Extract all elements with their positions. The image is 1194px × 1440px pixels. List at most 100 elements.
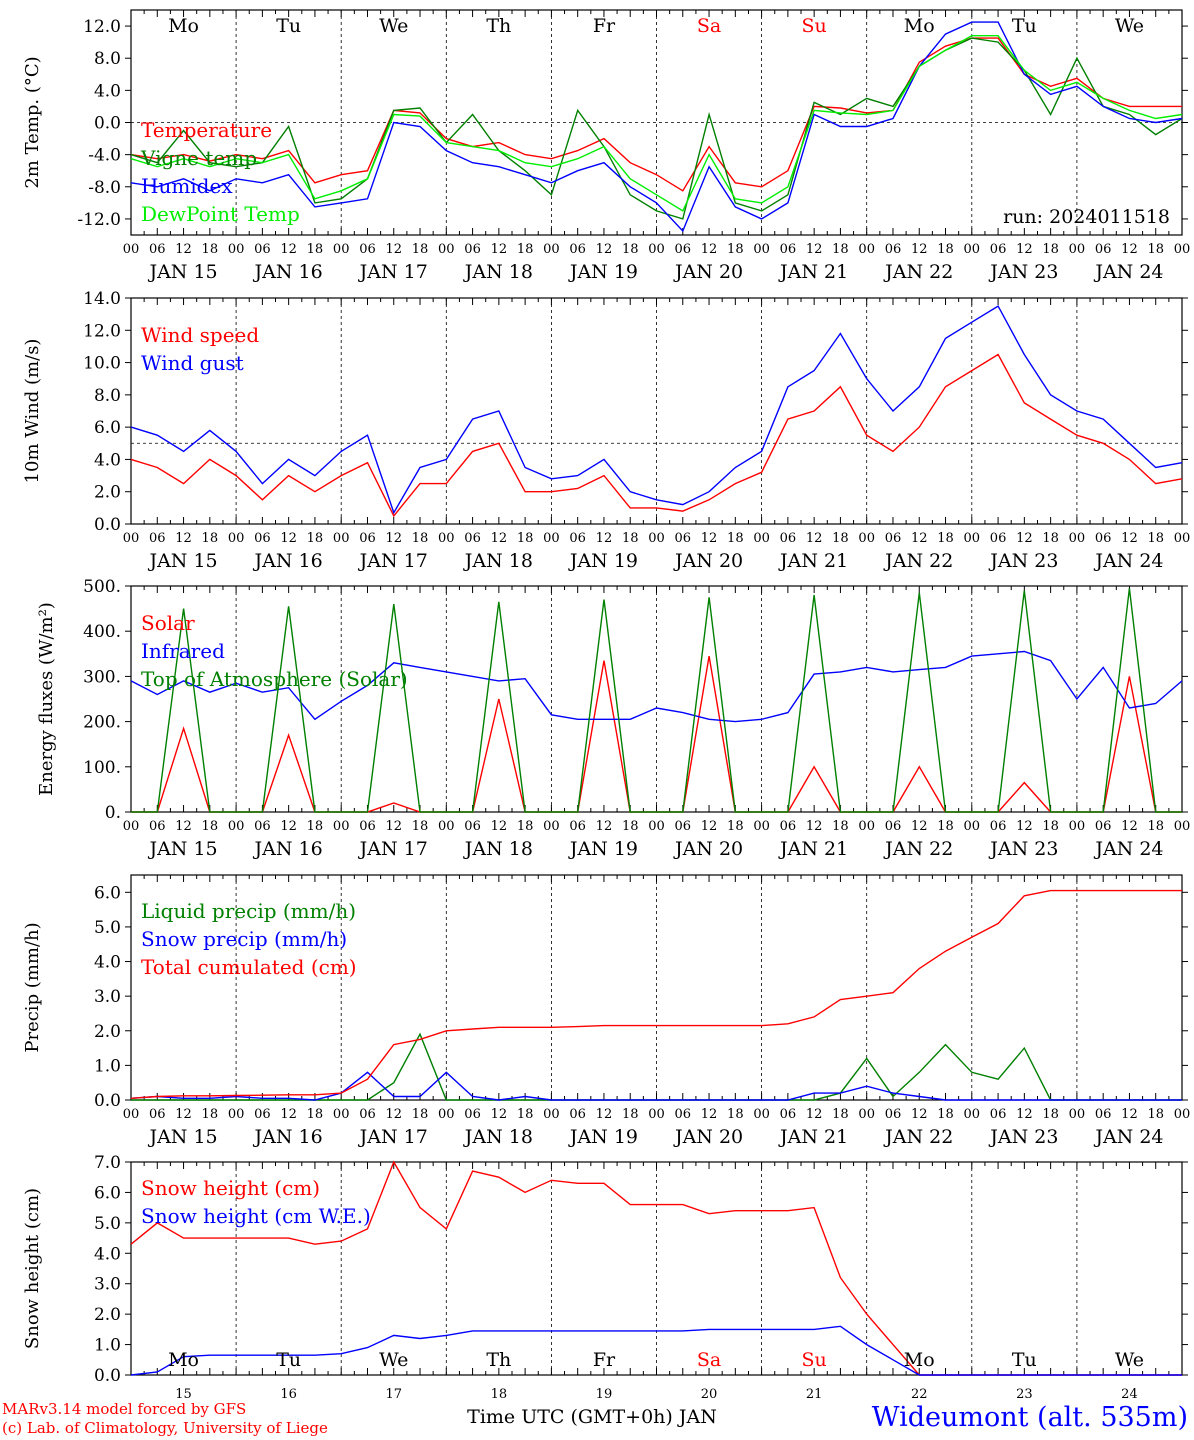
hour-label: 12 [385,1107,402,1122]
hour-label: 06 [359,531,376,546]
series-line-2 [130,37,1183,220]
hour-label: 18 [1147,242,1164,257]
date-label: JAN 17 [358,261,428,283]
hour-label: 06 [254,1107,271,1122]
y-tick-label: 0.0 [94,1091,121,1111]
hour-label: 06 [254,531,271,546]
date-label: JAN 20 [673,1126,743,1148]
day-name: Su [802,15,827,37]
y-tick-label: 300. [83,667,121,687]
date-number-label: 21 [806,1387,823,1402]
hour-label: 06 [990,242,1007,257]
panel-5: 0.0 1.0 2.0 3.0 4.0 5.0 6.0 7.0 Snow height (cm)… [22,1153,1188,1428]
hour-label: 06 [1095,1107,1112,1122]
hour-label: 18 [517,531,534,546]
y-tick-label: 0.0 [94,1366,121,1386]
hour-label: 12 [596,819,613,834]
hour-label: 12 [175,1107,192,1122]
hour-label: 18 [1147,531,1164,546]
legend-entry: Top of Atmosphere (Solar) [141,667,408,691]
hour-label: 12 [596,531,613,546]
date-number-label: 16 [280,1387,297,1402]
hour-label: 06 [675,242,692,257]
y-axis-label: 2m Temp. (°C) [22,56,43,188]
hour-label: 18 [517,242,534,257]
y-tick-label: 6.0 [94,883,121,903]
date-number-label: 23 [1016,1387,1033,1402]
y-tick-label: 0. [105,803,121,823]
panel-3: 0. 100. 200. 300. 400. 500. Energy fluxes (W/m… [36,577,1190,860]
y-axis-label: Precip (mm/h) [22,922,43,1052]
hour-label: 00 [964,1107,981,1122]
hour-label: 12 [806,819,823,834]
day-name: We [379,15,408,37]
hour-label: 06 [254,819,271,834]
hour-label: 12 [596,1107,613,1122]
hour-label: 00 [333,1107,350,1122]
y-tick-label: -12.0 [77,210,121,230]
hour-label: 06 [464,242,481,257]
hour-label: 00 [753,819,770,834]
hour-label: 12 [806,1107,823,1122]
hour-label: 06 [885,1107,902,1122]
y-axis-label: 10m Wind (m/s) [22,339,43,484]
hour-label: 12 [701,531,718,546]
hour-label: 00 [123,531,140,546]
date-label: JAN 15 [147,550,217,572]
date-label: JAN 15 [147,261,217,283]
hour-label: 12 [596,242,613,257]
day-name: Th [486,1349,511,1371]
date-label: JAN 18 [463,1126,533,1148]
hour-label: 18 [622,531,639,546]
series-line-2 [130,650,1183,723]
hour-label: 18 [202,242,219,257]
hour-label: 00 [228,1107,245,1122]
y-tick-label: 500. [83,577,121,597]
hour-label: 12 [385,819,402,834]
hour-label: 06 [780,242,797,257]
hour-label: 00 [964,242,981,257]
hour-label: 06 [1095,531,1112,546]
hour-label: 18 [937,531,954,546]
legend-entry: Temperature [141,118,272,142]
hour-label: 06 [885,242,902,257]
legend-entry: Infrared [141,639,225,663]
day-name: We [1115,15,1144,37]
hour-label: 18 [832,819,849,834]
hour-label: 00 [1174,531,1191,546]
hour-label: 18 [1042,819,1059,834]
day-name: Mo [904,15,935,37]
legend-entry: Wind speed [141,323,259,347]
hour-label: 12 [385,242,402,257]
day-name: Tu [1012,1349,1037,1371]
hour-label: 06 [464,1107,481,1122]
hour-label: 18 [412,531,429,546]
series-line-2 [130,1325,1182,1376]
hour-label: 12 [1016,1107,1033,1122]
hour-label: 18 [937,819,954,834]
day-name: Mo [168,1349,199,1371]
hour-label: 12 [491,1107,508,1122]
date-label: JAN 24 [1093,1126,1163,1148]
legend-entry: Solar [141,611,195,635]
hour-label: 00 [648,819,665,834]
date-number-label: 17 [385,1387,402,1402]
hour-label: 06 [675,531,692,546]
date-number-label: 20 [701,1387,718,1402]
hour-label: 18 [832,242,849,257]
y-tick-label: 6.0 [94,418,121,438]
station-label: Wideumont (alt. 535m) [871,1402,1188,1433]
hour-label: 00 [333,819,350,834]
hour-label: 12 [280,242,297,257]
hour-label: 18 [937,1107,954,1122]
hour-label: 18 [622,242,639,257]
hour-label: 06 [780,531,797,546]
y-tick-label: 12.0 [83,17,121,37]
hour-label: 06 [569,819,586,834]
y-tick-label: -4.0 [88,146,121,166]
hour-label: 18 [517,819,534,834]
hour-label: 12 [1016,531,1033,546]
hour-label: 06 [990,1107,1007,1122]
hour-label: 00 [1174,819,1191,834]
